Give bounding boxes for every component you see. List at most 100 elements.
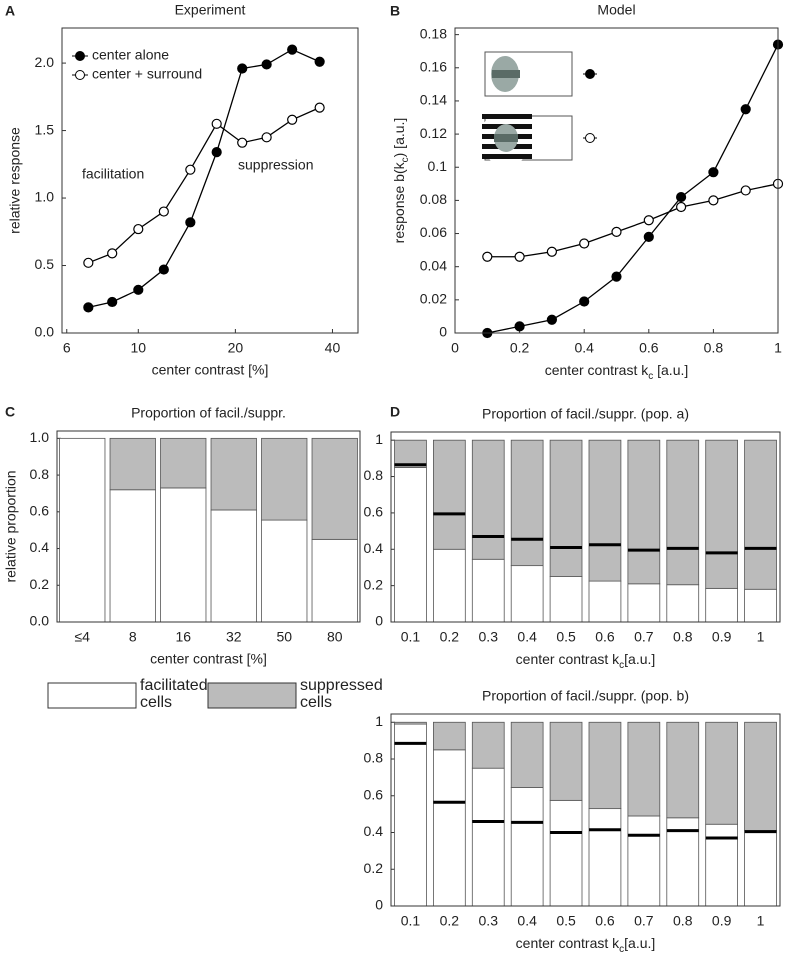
bar-segment [588,721,622,810]
x-tick-label: 0.8 [704,340,724,356]
bar-segment [705,823,738,907]
model-legend-icons [480,51,597,166]
bar-segment [59,437,106,623]
point [546,314,558,325]
point [107,296,118,308]
bar-segment [744,721,777,832]
bar-segment [744,830,777,907]
x-tick-label: 8 [129,629,137,645]
chart-title: Model [597,2,635,18]
point [675,201,687,213]
y-tick-label: 0.8 [364,750,384,766]
bar-segment [705,721,738,825]
x-tick-label: 0.9 [712,629,732,645]
x-tick-label: 1 [757,629,765,645]
bar-segment [588,439,622,582]
icon-bar [492,70,520,78]
x-tick-label: 0.3 [479,913,499,929]
chart-title: Experiment [175,2,246,18]
point [158,264,169,275]
y-tick-label: 0.0 [30,613,50,629]
line-series [88,107,320,264]
bar-segment [705,587,738,623]
bar-segment [627,439,661,585]
x-tick-label: 0.7 [634,913,654,929]
point [261,132,272,143]
point [579,296,590,307]
annotation: facilitation [82,166,144,182]
point [261,59,272,70]
x-tick-label: 0.1 [401,913,421,929]
plot-frame [56,430,361,623]
bar-segment [394,721,427,725]
x-tick-label: 0.2 [440,913,460,929]
x-axis-label-part: c [619,944,624,955]
x-tick-label: 6 [63,340,71,356]
x-tick-label: 0.3 [479,629,499,645]
y-tick-label: 0.2 [364,860,384,876]
point [708,195,719,206]
y-tick-label: 0.6 [364,786,384,802]
point [287,44,298,55]
point [83,302,94,313]
point [708,167,719,178]
x-axis-label-part: c [619,660,624,671]
bar-segment [510,787,544,907]
x-tick-label: 0.6 [595,913,615,929]
point [514,321,525,332]
bar-segment [109,489,156,623]
bar-segment [666,584,700,623]
point [133,284,144,295]
point [675,191,687,203]
plot-frame [454,27,779,334]
legend-swatch [47,682,137,709]
x-tick-label: 0.4 [517,913,537,929]
plot-frame [390,431,781,623]
y-axis-label-part: response b(k [391,161,407,243]
line-series [88,48,320,308]
bar-segment [311,538,358,623]
point [611,271,622,282]
point [546,246,558,257]
y-tick-label: 1 [375,431,383,447]
point [133,223,144,235]
point [211,147,222,158]
x-tick-label: 20 [228,340,244,356]
y-tick-label: 0.6 [364,504,384,520]
bar-segment [510,721,544,788]
y-tick-label: 1.5 [35,121,55,137]
icon-marker [585,69,595,79]
x-axis-label-part: [a.u.] [653,362,688,378]
point [643,231,654,242]
y-tick-label: 0.12 [420,125,447,141]
bar-segment [433,439,466,550]
line-series [487,44,779,334]
panel-letter: D [390,404,400,420]
bar-segment [588,580,622,623]
point [211,118,222,129]
x-tick-label: 50 [276,629,292,645]
bar-segment [549,576,583,623]
point [740,104,751,115]
bar-segment [549,721,583,801]
line-series [487,183,779,258]
bar-segment [261,437,308,521]
x-axis-label: center contrast [%] [152,362,269,378]
y-tick-label: 0.14 [420,92,447,108]
y-tick-label: 0 [375,897,383,913]
point [482,251,493,262]
x-axis-label: center contrast kc [a.u.] [545,362,689,382]
y-tick-label: 0.6 [30,503,50,519]
point [107,248,118,259]
bar-segment [210,437,257,511]
plot-frame [61,27,359,334]
bar-segment [433,749,466,907]
legend-label: center + surround [92,66,202,82]
y-tick-label: 0.2 [30,576,50,592]
legend-label: center alone [92,47,169,63]
x-axis-label-part: center contrast k [516,651,620,667]
x-tick-label: 0.9 [712,913,732,929]
x-tick-label: 0.1 [401,629,421,645]
bar-segment [471,439,505,560]
